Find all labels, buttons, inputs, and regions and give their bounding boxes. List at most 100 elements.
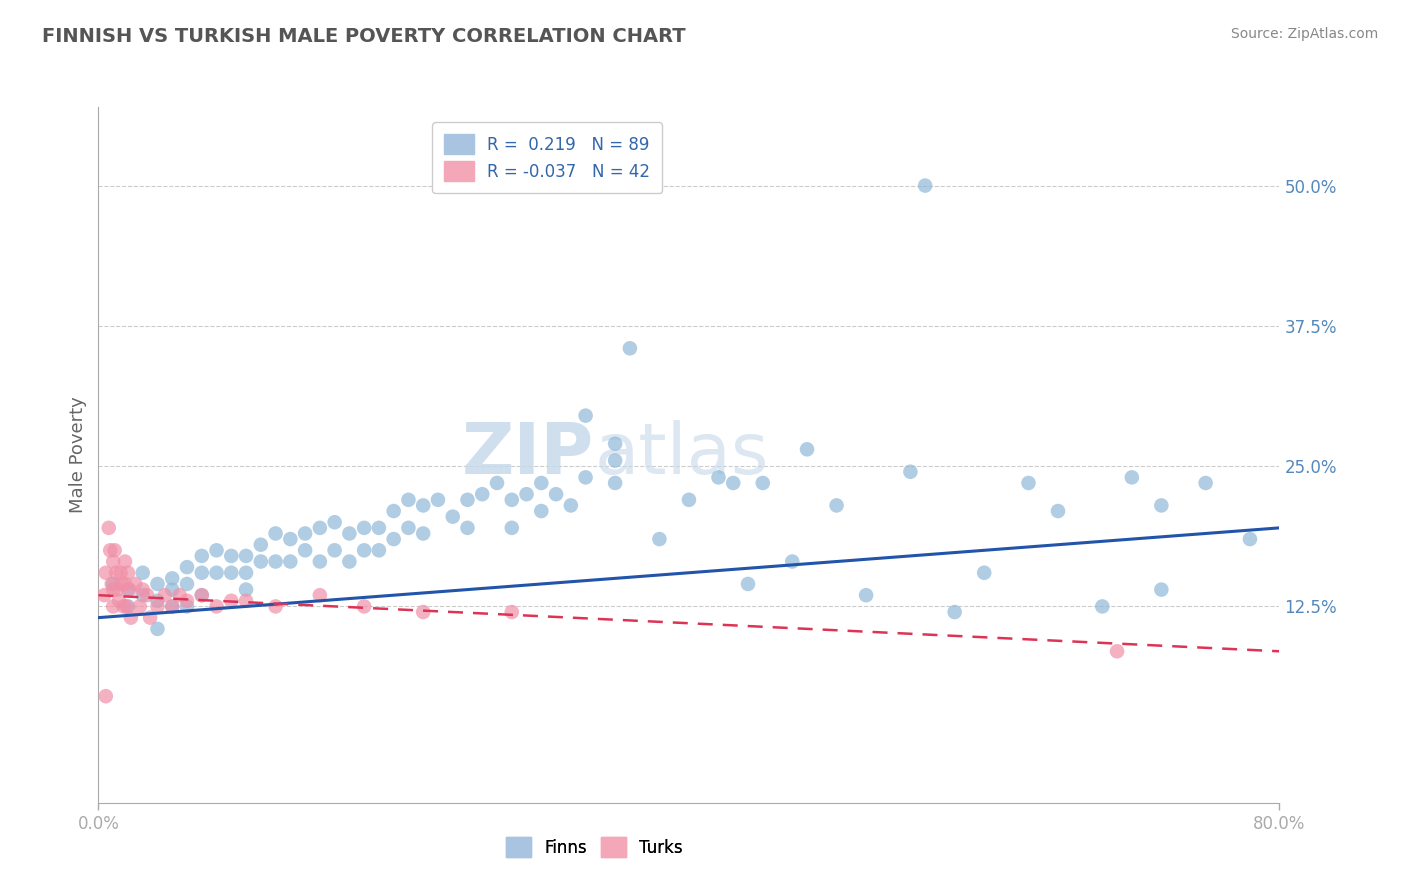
Point: [396, 521, 419, 535]
Point: [114, 555, 136, 569]
Point: [1239, 532, 1261, 546]
Point: [110, 566, 132, 580]
Point: [456, 492, 478, 507]
Point: [235, 582, 257, 597]
Point: [93, 588, 115, 602]
Point: [176, 594, 198, 608]
Point: [605, 436, 627, 450]
Point: [353, 599, 375, 614]
Point: [117, 599, 139, 614]
Point: [678, 492, 700, 507]
Point: [337, 526, 360, 541]
Text: ZIP: ZIP: [463, 420, 595, 490]
Point: [136, 588, 159, 602]
Point: [94, 689, 117, 703]
Point: [560, 499, 582, 513]
Point: [382, 532, 405, 546]
Point: [605, 453, 627, 467]
Point: [855, 588, 877, 602]
Point: [103, 599, 125, 614]
Point: [1017, 475, 1039, 490]
Point: [146, 594, 169, 608]
Y-axis label: Male Poverty: Male Poverty: [69, 397, 87, 513]
Point: [117, 566, 139, 580]
Point: [146, 599, 169, 614]
Point: [235, 594, 257, 608]
Point: [105, 566, 128, 580]
Point: [115, 599, 138, 614]
Point: [205, 566, 228, 580]
Point: [1150, 499, 1173, 513]
Point: [605, 475, 627, 490]
Point: [309, 521, 332, 535]
Point: [619, 341, 641, 355]
Point: [515, 487, 537, 501]
Point: [782, 555, 804, 569]
Point: [103, 582, 125, 597]
Point: [162, 599, 183, 614]
Point: [456, 521, 478, 535]
Point: [278, 532, 302, 546]
Point: [412, 526, 434, 541]
Point: [900, 465, 922, 479]
Legend: Finns, Turks: Finns, Turks: [499, 830, 689, 864]
Point: [1046, 504, 1069, 518]
Point: [530, 475, 553, 490]
Point: [530, 504, 553, 518]
Point: [278, 555, 302, 569]
Point: [139, 610, 162, 624]
Point: [103, 555, 125, 569]
Point: [124, 577, 146, 591]
Point: [114, 577, 136, 591]
Point: [108, 594, 131, 608]
Point: [412, 499, 434, 513]
Point: [191, 588, 214, 602]
Point: [94, 566, 117, 580]
Point: [751, 475, 773, 490]
Point: [264, 599, 287, 614]
Point: [574, 409, 596, 423]
Point: [707, 470, 730, 484]
Point: [368, 521, 391, 535]
Point: [943, 605, 966, 619]
Point: [111, 577, 134, 591]
Point: [176, 577, 198, 591]
Point: [100, 577, 122, 591]
Point: [235, 549, 257, 563]
Point: [205, 543, 228, 558]
Point: [1195, 475, 1218, 490]
Point: [205, 599, 228, 614]
Point: [117, 582, 139, 597]
Point: [1091, 599, 1114, 614]
Point: [235, 566, 257, 580]
Point: [250, 538, 273, 552]
Point: [353, 521, 375, 535]
Point: [368, 543, 391, 558]
Point: [120, 610, 142, 624]
Point: [104, 543, 127, 558]
Point: [973, 566, 995, 580]
Text: atlas: atlas: [595, 420, 769, 490]
Point: [796, 442, 818, 457]
Point: [737, 577, 759, 591]
Point: [146, 577, 169, 591]
Point: [219, 594, 242, 608]
Point: [721, 475, 744, 490]
Point: [337, 555, 360, 569]
Point: [914, 178, 936, 193]
Point: [264, 526, 287, 541]
Point: [146, 622, 169, 636]
Point: [98, 543, 121, 558]
Point: [441, 509, 464, 524]
Point: [219, 566, 242, 580]
Point: [544, 487, 567, 501]
Point: [176, 599, 198, 614]
Point: [97, 521, 120, 535]
Point: [574, 470, 596, 484]
Text: Source: ZipAtlas.com: Source: ZipAtlas.com: [1230, 27, 1378, 41]
Point: [825, 499, 848, 513]
Point: [118, 582, 141, 597]
Point: [132, 582, 155, 597]
Point: [219, 549, 242, 563]
Point: [169, 588, 191, 602]
